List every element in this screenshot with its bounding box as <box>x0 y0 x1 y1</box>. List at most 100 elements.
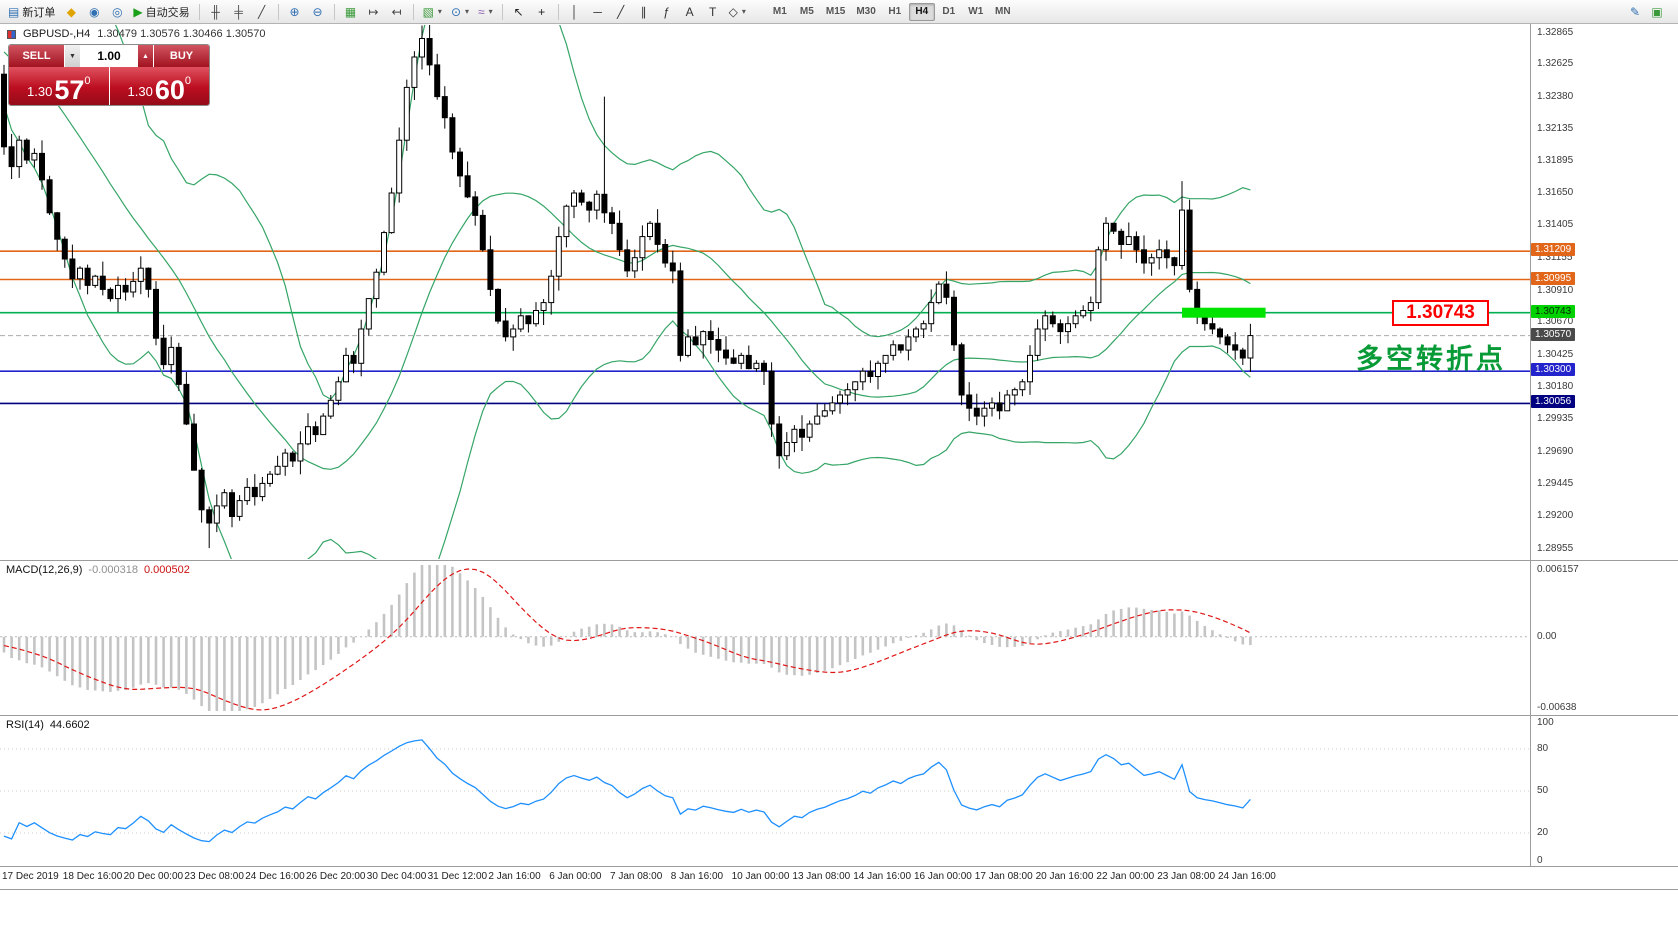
fibonacci-button[interactable]: ƒ <box>656 2 678 22</box>
toolbar-separator <box>501 3 503 20</box>
line-chart-button[interactable]: ╱ <box>251 2 273 22</box>
layout-icon: ▣ <box>1651 4 1663 19</box>
time-label: 18 Dec 16:00 <box>62 871 123 882</box>
price-tick-1.32865: 1.32865 <box>1537 26 1574 38</box>
buy-price-point: 0 <box>184 75 191 87</box>
vertical-line-button[interactable]: │ <box>564 2 586 22</box>
green-zone-rect[interactable] <box>1182 307 1266 318</box>
volume-increase-button[interactable]: ▲ <box>138 45 153 67</box>
indicators-button[interactable]: ≈ ▾ <box>474 2 497 22</box>
tile-windows-button[interactable]: ▦ <box>340 2 362 22</box>
price-annotation-label[interactable]: 1.30743 <box>1392 299 1489 326</box>
toolbar-separator <box>277 3 279 20</box>
chart-header: GBPUSD-,H4 1.30479 1.30576 1.30466 1.305… <box>7 28 265 40</box>
turning-point-note[interactable]: 多空转折点 <box>1356 343 1506 374</box>
macd-signal-line <box>3 568 1251 711</box>
metaeditor-button[interactable]: ◆ <box>60 2 82 22</box>
sell-button[interactable]: SELL <box>9 45 64 67</box>
chart-shift-icon: ↤ <box>391 4 402 19</box>
time-label: 30 Dec 04:00 <box>366 871 427 882</box>
time-label: 7 Jan 08:00 <box>610 871 663 882</box>
sell-price-major: 1.30 <box>27 84 53 99</box>
profiles-button[interactable]: ⊙ ▾ <box>447 2 473 22</box>
timeframe-m1[interactable]: M1 <box>772 6 787 17</box>
time-label: 31 Dec 12:00 <box>427 871 488 882</box>
volume-decrease-button[interactable]: ▼ <box>65 45 80 67</box>
timeframe-d1[interactable]: D1 <box>942 6 956 17</box>
time-label: 2 Jan 16:00 <box>488 871 541 882</box>
profiles-icon: ⊙ <box>450 4 461 19</box>
new-chart-button[interactable]: ▧ ▾ <box>419 2 446 22</box>
tile-windows-icon: ▦ <box>344 4 357 19</box>
timeframe-w1[interactable]: W1 <box>968 6 984 17</box>
buy-price-button[interactable]: 1.30 60 0 <box>109 67 209 105</box>
price-tag-1.30743: 1.30743 <box>1531 304 1576 318</box>
candles[interactable] <box>1 25 1254 549</box>
vertical-line-icon: │ <box>570 4 579 19</box>
timeframe-mn[interactable]: MN <box>995 6 1011 17</box>
sell-price-button[interactable]: 1.30 57 0 <box>9 67 109 105</box>
one-click-controls: SELL ▼ 1.00 ▲ BUY <box>9 45 209 67</box>
toolbar-separator <box>412 3 414 20</box>
zoom-in-icon: ⊕ <box>289 4 300 19</box>
market-watch-button[interactable]: ◉ <box>83 2 105 22</box>
macd-name: MACD(12,26,9) <box>6 564 83 576</box>
new-order-button[interactable]: ▤ 新订单 <box>4 2 59 22</box>
channel-button[interactable]: ∥ <box>633 2 655 22</box>
timeframe-h1[interactable]: H1 <box>888 6 902 17</box>
symbol-period: GBPUSD-,H4 <box>23 28 91 40</box>
zoom-in-button[interactable]: ⊕ <box>284 2 306 22</box>
time-label: 23 Dec 08:00 <box>184 871 244 882</box>
cursor-button[interactable]: ↖ <box>508 2 530 22</box>
auto-scroll-button[interactable]: ↦ <box>363 2 385 22</box>
zoom-out-button[interactable]: ⊖ <box>307 2 329 22</box>
chart-shift-button[interactable]: ↤ <box>386 2 408 22</box>
bar-chart-button[interactable]: ╫ <box>205 2 227 22</box>
rsi-label: RSI(14) 44.6602 <box>6 719 90 731</box>
candlestick-chart-button[interactable]: ╪ <box>228 2 250 22</box>
buy-price-major: 1.30 <box>127 84 153 99</box>
data-window-button[interactable]: ◎ <box>106 2 128 22</box>
macd-axis-min: -0.00638 <box>1537 702 1577 713</box>
rsi-axis-80: 80 <box>1537 743 1549 754</box>
timeframe-m30[interactable]: M30 <box>856 6 876 17</box>
metaeditor-icon: ◆ <box>66 4 76 19</box>
indicators-icon: ≈ <box>478 4 485 19</box>
timeframe-m15[interactable]: M15 <box>825 6 846 17</box>
new-order-button-label: 新订单 <box>22 6 56 19</box>
bollinger-upper-line <box>114 25 1251 400</box>
horizontal-line-button[interactable]: ─ <box>587 2 609 22</box>
text-button[interactable]: A <box>679 2 701 22</box>
rsi-line <box>3 739 1251 843</box>
shapes-button[interactable]: ◇ ▾ <box>725 2 750 22</box>
fibonacci-icon: ƒ <box>663 4 670 19</box>
price-tick-1.29690: 1.29690 <box>1537 445 1574 457</box>
buy-button[interactable]: BUY <box>154 45 209 67</box>
volume-input[interactable]: 1.00 <box>81 45 137 67</box>
trendline-button[interactable]: ╱ <box>610 2 632 22</box>
autotrading-button[interactable]: ▶ 自动交易 <box>129 2 193 22</box>
label-icon: T <box>708 4 717 19</box>
crosshair-button[interactable]: + <box>531 2 553 22</box>
macd-axis-zero: 0.00 <box>1537 630 1557 642</box>
timeframe-m5[interactable]: M5 <box>799 6 814 17</box>
timeframe-h4[interactable]: H4 <box>908 2 935 21</box>
time-label: 16 Jan 00:00 <box>914 871 972 882</box>
timeframe-group: M1 M5 M15 M30 H1 H4 D1 W1 MN <box>767 2 1016 21</box>
time-label: 13 Jan 08:00 <box>792 871 851 882</box>
data-window-icon: ◎ <box>112 4 123 19</box>
price-tick-1.30425: 1.30425 <box>1537 348 1574 360</box>
sell-price-pips: 57 <box>54 75 85 106</box>
chevron-down-icon: ▼ <box>69 52 76 60</box>
price-tick-1.31405: 1.31405 <box>1537 219 1574 231</box>
layout-button[interactable]: ▣ <box>1646 2 1668 22</box>
rsi-name: RSI(14) <box>6 719 44 731</box>
channel-icon: ∥ <box>640 4 647 19</box>
label-button[interactable]: T <box>702 2 724 22</box>
price-tag-1.30056: 1.30056 <box>1531 395 1576 409</box>
pencil-button[interactable]: ✎ <box>1624 2 1646 22</box>
price-tick-1.29200: 1.29200 <box>1537 510 1574 522</box>
horizontal-line-icon: ─ <box>593 4 602 19</box>
